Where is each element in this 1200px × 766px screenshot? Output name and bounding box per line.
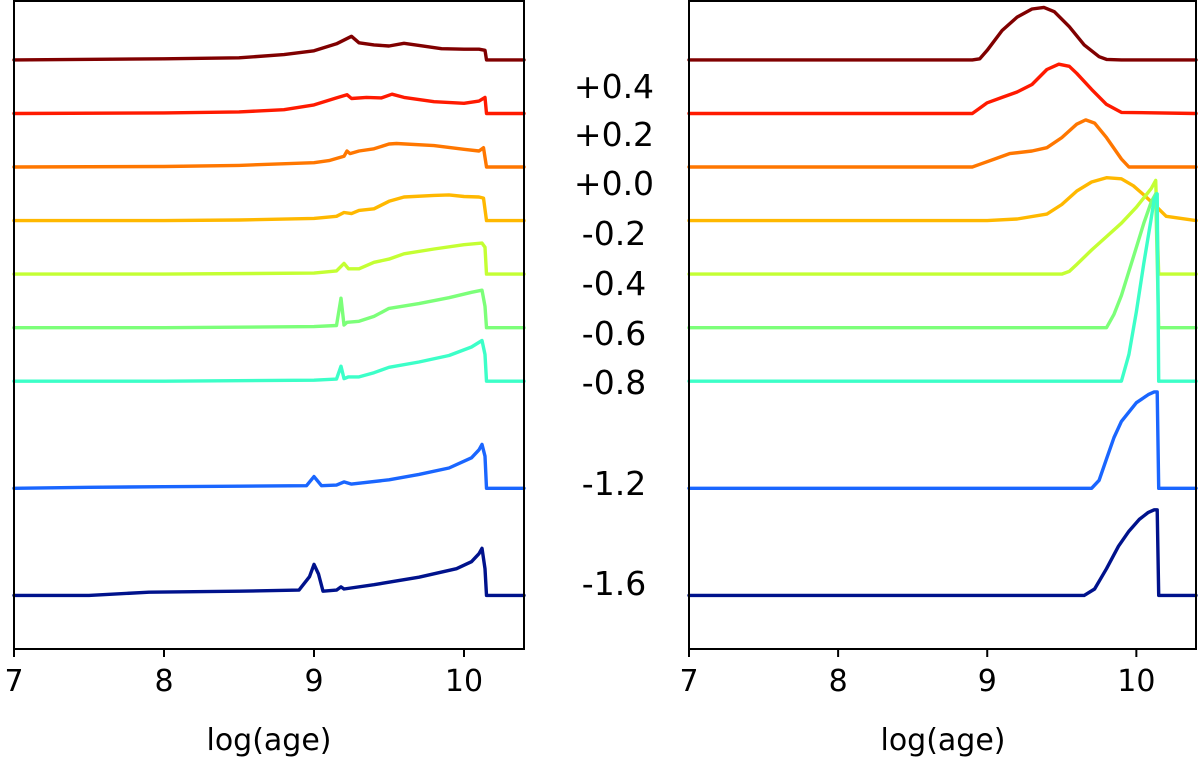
- metallicity-label: +0.0: [574, 164, 654, 203]
- metallicity-label: -0.4: [582, 264, 646, 303]
- right-series-line: [687, 176, 1198, 223]
- right-series-line: [687, 192, 1198, 383]
- right-series-line: [687, 192, 1198, 330]
- left-series-line: [12, 141, 526, 169]
- left-x-axis-label: log(age): [206, 723, 331, 758]
- metallicity-label: -1.2: [582, 464, 646, 503]
- right-curves: [687, 5, 1198, 598]
- left-series-line: [12, 442, 526, 490]
- right-series-line: [687, 118, 1198, 169]
- metallicity-labels: +0.4 +0.2 +0.0 -0.2 -0.4 -0.6 -0.8 -1.2 …: [574, 67, 654, 603]
- right-x-tick-label: 9: [978, 664, 997, 699]
- left-series-line: [12, 288, 526, 330]
- left-x-tick-label: 9: [304, 664, 323, 699]
- metallicity-label: -1.6: [582, 564, 646, 603]
- right-series-line: [687, 5, 1198, 62]
- metallicity-label: -0.6: [582, 314, 646, 353]
- left-series-line: [12, 546, 526, 598]
- left-series-line: [12, 338, 526, 383]
- metallicity-label: +0.4: [574, 67, 654, 106]
- metallicity-label: -0.8: [582, 363, 646, 402]
- left-axes-frame: [13, 0, 525, 650]
- left-series-line: [12, 193, 526, 223]
- right-x-axis-label: log(age): [880, 723, 1005, 758]
- right-series-line: [687, 508, 1198, 598]
- right-x-ticks: 7 8 9 10: [679, 649, 1155, 699]
- right-series-line: [687, 178, 1198, 276]
- left-x-tick-label: 10: [445, 664, 483, 699]
- right-x-tick-label: 7: [679, 664, 698, 699]
- right-x-tick-label: 10: [1117, 664, 1155, 699]
- left-x-tick-label: 7: [4, 664, 23, 699]
- right-axes-frame: [688, 0, 1197, 650]
- metallicity-label: -0.2: [582, 214, 646, 253]
- metallicity-label: +0.2: [574, 115, 654, 154]
- left-series-line: [12, 92, 526, 116]
- left-curves: [12, 34, 526, 598]
- left-panel: 7 8 9 10 log(age): [4, 0, 526, 758]
- left-x-tick-label: 8: [154, 664, 173, 699]
- right-x-tick-label: 8: [829, 664, 848, 699]
- left-x-ticks: 7 8 9 10: [4, 649, 483, 699]
- left-series-line: [12, 34, 526, 62]
- left-series-line: [12, 241, 526, 276]
- right-panel: 7 8 9 10 log(age): [679, 0, 1198, 758]
- right-series-line: [687, 62, 1198, 116]
- right-series-line: [687, 390, 1198, 490]
